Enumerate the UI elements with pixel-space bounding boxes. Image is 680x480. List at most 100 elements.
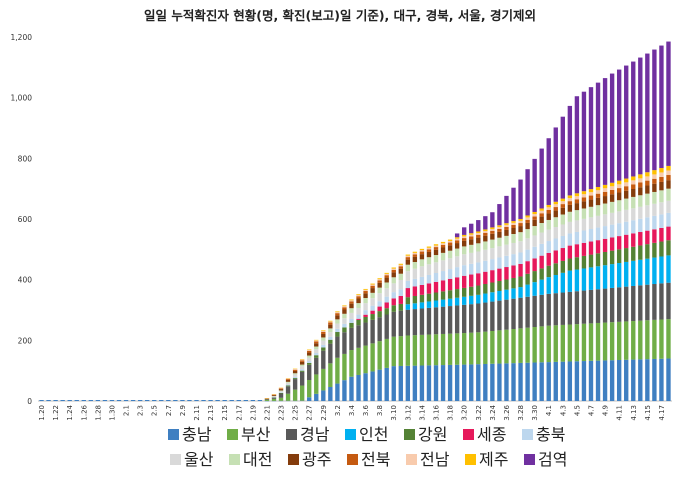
legend-swatch-울산 <box>170 454 181 465</box>
bar-segment-강원 <box>419 294 425 303</box>
bar-segment-경남 <box>363 322 368 346</box>
bar-segment-강원 <box>462 287 467 297</box>
bar-segment-강원 <box>433 292 439 301</box>
bar-segment-광주 <box>532 219 537 227</box>
bar-segment-세종 <box>518 263 523 277</box>
bar-segment-부산 <box>490 331 495 364</box>
bar-segment-울산 <box>391 283 396 293</box>
bar-segment-충북 <box>419 276 425 285</box>
bar-segment-대전 <box>560 214 565 225</box>
bar-segment-충남 <box>497 363 502 401</box>
bar-segment-인천 <box>553 274 558 294</box>
bar-segment-제주 <box>314 339 319 341</box>
legend-swatch-경남 <box>286 429 297 440</box>
bar-segment-전남 <box>426 247 432 250</box>
bar-segment-검역 <box>490 212 495 228</box>
bar-segment-인천 <box>666 255 671 283</box>
bar-segment-충북 <box>645 217 650 231</box>
bar-segment-강원 <box>638 245 643 260</box>
bar-segment-전북 <box>631 184 636 189</box>
bar-segment-강원 <box>602 251 608 266</box>
bar-segment-전북 <box>490 230 495 234</box>
bar-segment-울산 <box>285 382 291 385</box>
bar-segment-경남 <box>645 284 650 321</box>
x-tick-label: 3.12 <box>404 405 412 421</box>
bar-segment-세종 <box>525 261 530 274</box>
bar-segment-경남 <box>398 310 403 337</box>
bar-segment-경남 <box>652 284 657 320</box>
bar-segment-충남 <box>370 371 375 401</box>
bar-segment-광주 <box>624 190 629 199</box>
bar-segment-강원 <box>476 285 481 295</box>
bar-segment-인천 <box>525 284 530 297</box>
bar-segment-광주 <box>440 247 446 253</box>
bar-segment-부산 <box>602 322 608 361</box>
x-tick-label: 4.5 <box>573 405 581 416</box>
bar-segment-전북 <box>659 176 664 182</box>
bar-segment-광주 <box>278 389 284 391</box>
x-tick-label: 3.26 <box>503 404 511 420</box>
bar-zero <box>180 400 185 401</box>
bar-segment-광주 <box>560 207 565 215</box>
x-tick-label: 3.28 <box>517 405 525 421</box>
bar-zero <box>187 400 192 401</box>
x-tick-label: 4.13 <box>630 405 638 421</box>
x-tick-label: 2.7 <box>165 405 173 416</box>
bar-segment-전남 <box>299 359 305 361</box>
bar-segment-광주 <box>609 194 615 202</box>
bar-segment-전남 <box>588 192 594 196</box>
legend-label: 강원 <box>418 425 447 444</box>
bar-zero <box>257 400 263 401</box>
bar-segment-부산 <box>349 350 354 377</box>
bar-segment-강원 <box>581 255 587 269</box>
bar-segment-전남 <box>440 243 446 245</box>
bar-segment-경남 <box>504 299 509 330</box>
bar-segment-대전 <box>454 248 460 257</box>
bar-segment-울산 <box>511 242 516 255</box>
bar-segment-부산 <box>588 323 594 361</box>
bar-segment-충북 <box>546 241 551 253</box>
bar-segment-경남 <box>370 319 375 344</box>
bar-segment-울산 <box>278 391 284 393</box>
bar-segment-충남 <box>567 361 573 401</box>
bar-segment-검역 <box>616 69 622 181</box>
bar-segment-충남 <box>546 362 551 401</box>
bar-segment-제주 <box>462 234 467 237</box>
bar-segment-울산 <box>616 211 622 224</box>
bar-segment-전북 <box>624 186 629 191</box>
bar-segment-울산 <box>440 260 446 272</box>
bar-segment-울산 <box>609 212 615 225</box>
bar-segment-강원 <box>624 248 629 262</box>
bar-segment-울산 <box>588 217 594 230</box>
bar-segment-울산 <box>631 208 636 221</box>
bar-segment-강원 <box>539 268 544 280</box>
bar-segment-제주 <box>447 239 453 241</box>
bar-segment-충남 <box>349 376 354 401</box>
bar-segment-제주 <box>525 215 530 218</box>
bar-segment-세종 <box>476 273 481 286</box>
bar-segment-강원 <box>370 314 375 320</box>
bar-segment-울산 <box>595 215 601 228</box>
bar-segment-대전 <box>602 203 608 215</box>
bar-segment-강원 <box>363 316 368 323</box>
bar-segment-인천 <box>532 282 537 296</box>
x-tick-label: 1.26 <box>80 404 88 420</box>
bar-segment-충남 <box>504 363 509 401</box>
bar-segment-전남 <box>433 245 439 248</box>
bar-segment-검역 <box>553 127 558 202</box>
bar-segment-검역 <box>518 179 523 219</box>
bar-segment-광주 <box>419 254 425 260</box>
bar-segment-인천 <box>624 261 629 287</box>
bar-segment-전남 <box>328 321 333 323</box>
legend-swatch-충남 <box>168 429 179 440</box>
legend-label: 대전 <box>243 450 272 469</box>
bar-segment-부산 <box>666 319 671 359</box>
bar-segment-강원 <box>328 339 333 344</box>
bar-segment-세종 <box>560 248 565 261</box>
bar-segment-세종 <box>447 278 453 291</box>
x-tick-label: 4.3 <box>559 405 567 416</box>
bar-segment-검역 <box>539 148 544 209</box>
bar-zero <box>88 400 94 401</box>
bar-segment-전남 <box>314 340 319 342</box>
bar-segment-경남 <box>426 307 432 335</box>
